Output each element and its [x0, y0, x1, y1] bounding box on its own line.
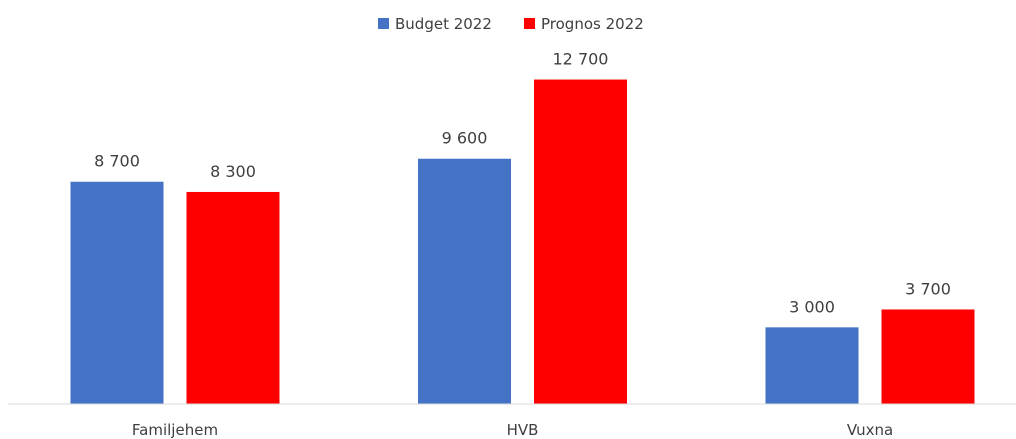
data-labels-layer: 8 700 8 300 9 600 12 700 3 000 3 700: [94, 50, 951, 317]
bar-familjehem-prognos-2022: [186, 191, 280, 404]
bar-vuxna-budget-2022: [765, 327, 859, 404]
bars-layer: [70, 79, 975, 404]
data-label-hvb-prognos-2022: 12 700: [553, 50, 609, 69]
legend: Budget 2022 Prognos 2022: [378, 15, 644, 33]
data-label-familjehem-prognos-2022: 8 300: [210, 162, 256, 181]
data-label-vuxna-prognos-2022: 3 700: [905, 279, 951, 298]
bar-vuxna-prognos-2022: [881, 309, 975, 404]
x-tick-label-hvb: HVB: [507, 421, 539, 439]
x-tick-label-familjehem: Familjehem: [132, 421, 218, 439]
legend-label-prognos-2022: Prognos 2022: [541, 15, 644, 33]
bar-hvb-prognos-2022: [534, 79, 627, 404]
legend-label-budget-2022: Budget 2022: [395, 15, 492, 33]
bar-hvb-budget-2022: [418, 158, 511, 404]
x-tick-label-vuxna: Vuxna: [847, 421, 893, 439]
legend-swatch-prognos-2022: [524, 18, 535, 29]
data-label-hvb-budget-2022: 9 600: [442, 129, 488, 148]
data-label-vuxna-budget-2022: 3 000: [789, 297, 835, 316]
bar-familjehem-budget-2022: [70, 181, 164, 404]
x-tick-labels-layer: Familjehem HVB Vuxna: [132, 421, 893, 439]
data-label-familjehem-budget-2022: 8 700: [94, 152, 140, 171]
legend-swatch-budget-2022: [378, 18, 389, 29]
